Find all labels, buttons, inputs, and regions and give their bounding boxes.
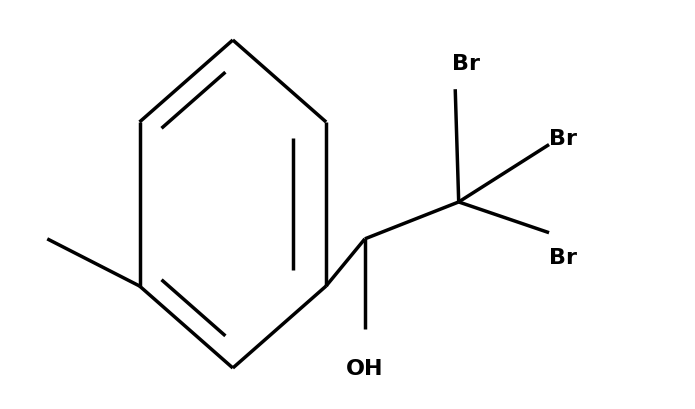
Text: Br: Br <box>549 129 577 149</box>
Text: Br: Br <box>549 247 577 267</box>
Text: OH: OH <box>346 358 384 378</box>
Text: Br: Br <box>452 54 480 74</box>
